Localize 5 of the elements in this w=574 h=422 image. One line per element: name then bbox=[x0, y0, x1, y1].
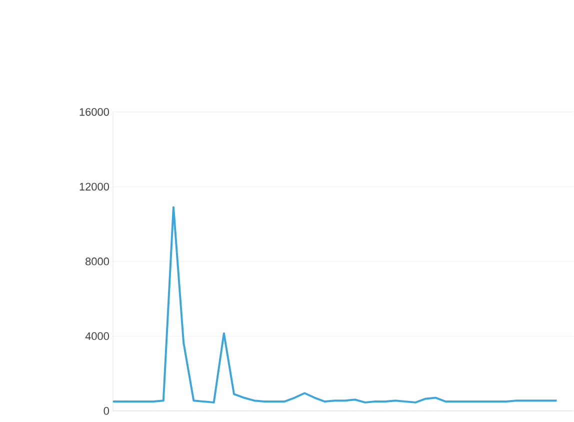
y-tick-label: 16000 bbox=[80, 108, 109, 116]
y-tick-label: 8000 bbox=[86, 258, 110, 266]
y-tick-label: 4000 bbox=[85, 332, 110, 340]
y-tick-label: 12000 bbox=[80, 182, 109, 191]
y-tick-label: 0 bbox=[104, 407, 110, 415]
